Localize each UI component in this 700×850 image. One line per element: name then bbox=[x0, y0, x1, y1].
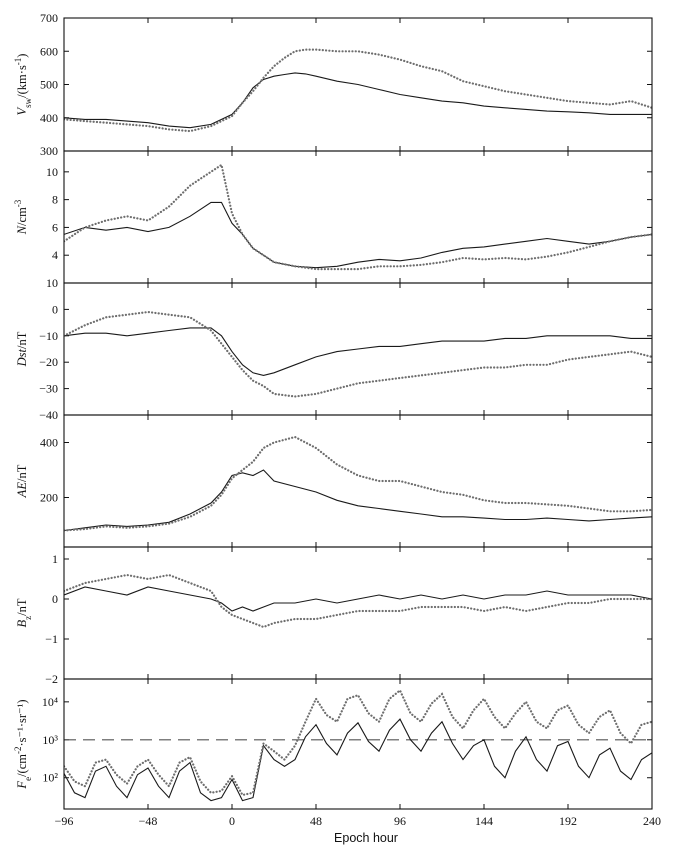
y-tick-label: 0 bbox=[52, 302, 58, 316]
axis-frame bbox=[63, 414, 653, 548]
y-tick-label: −1 bbox=[45, 632, 58, 646]
y-tick-label: 500 bbox=[40, 78, 58, 92]
series-line-solid bbox=[64, 72, 652, 129]
y-tick-label: −10 bbox=[39, 329, 58, 343]
axis-frame bbox=[63, 678, 653, 810]
y-tick-label: 4 bbox=[52, 248, 58, 262]
panels: 300400500600700Vsw/(km·s-1)46810N/cm-3−4… bbox=[13, 11, 661, 828]
y-tick-label: 400 bbox=[40, 436, 58, 450]
y-tick-label: 6 bbox=[52, 220, 58, 234]
series-line-dotted bbox=[64, 48, 652, 133]
panel-6: 10² 10³ 10⁴ −96 −48 0 48 96 144 192 240 Fe/(cm-2·s⁻… bbox=[13, 678, 661, 828]
panel-1: 300 400 500 600 700 Vsw/(km·s-1) bbox=[13, 11, 653, 158]
x-tick-label: −48 bbox=[139, 814, 158, 828]
y-tick-label: −30 bbox=[39, 382, 58, 396]
y-tick-label: 10 bbox=[46, 276, 58, 290]
y-tick-label: −2 bbox=[45, 672, 58, 686]
y-axis-label: AE/nT bbox=[15, 464, 29, 498]
y-tick-label: 1 bbox=[52, 552, 58, 566]
x-tick-label: 192 bbox=[559, 814, 577, 828]
y-tick-label: 10³ bbox=[42, 733, 58, 747]
series-line-solid bbox=[64, 718, 652, 802]
x-tick-label: 96 bbox=[394, 814, 406, 828]
series-line-solid bbox=[64, 327, 652, 376]
y-tick-label: 0 bbox=[52, 592, 58, 606]
x-tick-label: 0 bbox=[229, 814, 235, 828]
x-tick-label: −96 bbox=[55, 814, 74, 828]
panel-4: 200 400 AE/nT bbox=[15, 414, 653, 548]
panel-5: −2 −1 0 1 Bz/nT bbox=[15, 546, 653, 686]
series-line-dotted bbox=[64, 435, 652, 532]
x-tick-label: 144 bbox=[475, 814, 493, 828]
panel-2: 4 6 8 10 N/cm-3 bbox=[13, 150, 653, 284]
y-axis-label: Vsw/(km·s-1) bbox=[13, 54, 33, 116]
series-line-solid bbox=[64, 201, 652, 269]
panel-3: −40 −30 −20 −10 0 10 Dst/nT bbox=[15, 276, 653, 422]
axis-frame bbox=[63, 546, 653, 680]
x-tick-label: 240 bbox=[643, 814, 661, 828]
series-line-solid bbox=[64, 469, 652, 532]
y-axis-label: Bz/nT bbox=[15, 598, 33, 627]
y-tick-label: 300 bbox=[40, 144, 58, 158]
y-tick-label: −40 bbox=[39, 408, 58, 422]
y-axis-label: N/cm-3 bbox=[13, 199, 29, 235]
y-axis-label: Dst/nT bbox=[15, 331, 29, 367]
series-line-solid bbox=[64, 586, 652, 612]
y-tick-label: 700 bbox=[40, 11, 58, 25]
y-tick-label: 10 bbox=[46, 165, 58, 179]
y-axis-label: Fe/(cm-2·s⁻¹·sr⁻¹) bbox=[13, 699, 33, 789]
series-line-dotted bbox=[64, 163, 652, 271]
y-tick-label: 8 bbox=[52, 193, 58, 207]
series-line-dotted bbox=[64, 310, 652, 398]
series-line-dotted bbox=[64, 573, 652, 629]
series-line-dotted bbox=[64, 688, 652, 797]
y-tick-label: 200 bbox=[40, 491, 58, 505]
x-tick-label: 48 bbox=[310, 814, 322, 828]
y-tick-label: 10⁴ bbox=[42, 695, 58, 709]
y-tick-label: 400 bbox=[40, 111, 58, 125]
y-tick-label: −20 bbox=[39, 355, 58, 369]
x-axis-label: Epoch hour bbox=[334, 831, 398, 845]
y-tick-label: 600 bbox=[40, 44, 58, 58]
y-tick-label: 10² bbox=[42, 771, 58, 785]
